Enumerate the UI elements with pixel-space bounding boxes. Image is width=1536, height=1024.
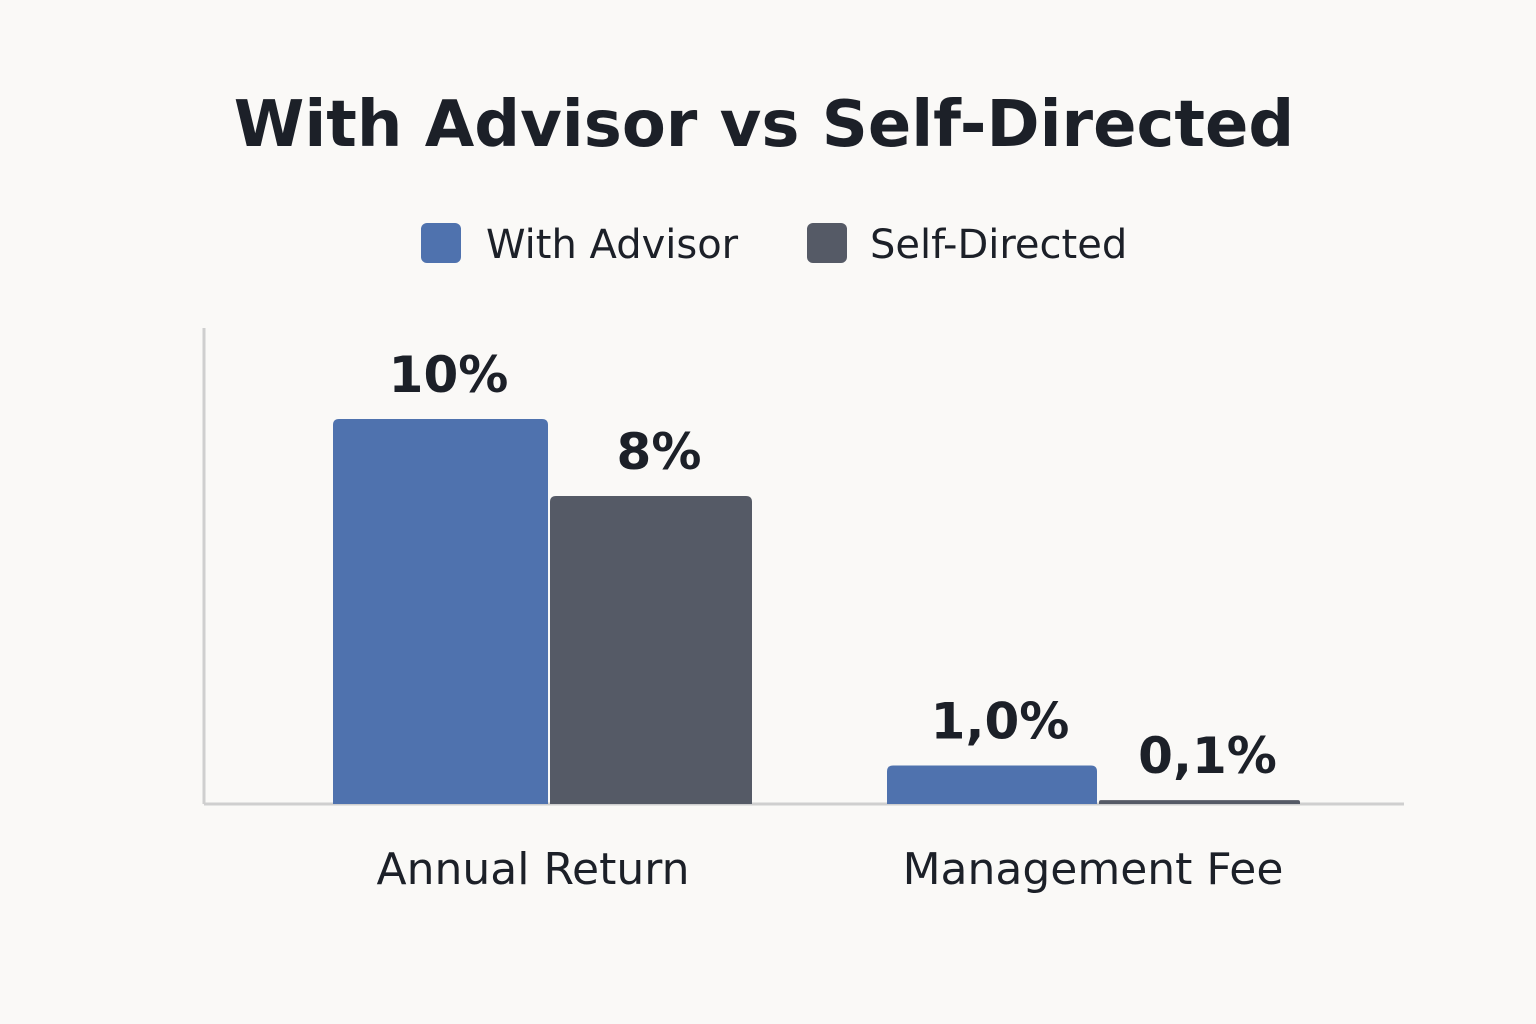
- bar-management-fee-self-directed: [1099, 800, 1300, 804]
- bar-management-fee-with-advisor: [887, 765, 1097, 804]
- value-label-annual-return-with-advisor: 10%: [389, 346, 509, 404]
- value-labels-layer: 10% 8% 1,0% 0,1%: [389, 346, 1277, 785]
- legend-label-self-directed: Self-Directed: [870, 222, 1127, 268]
- category-label-annual-return: Annual Return: [377, 844, 690, 895]
- value-label-management-fee-with-advisor: 1,0%: [931, 693, 1070, 751]
- chart-title: With Advisor vs Self-Directed: [234, 88, 1294, 162]
- legend: With Advisor Self-Directed: [421, 222, 1127, 268]
- legend-item-self-directed: Self-Directed: [807, 222, 1127, 268]
- bar-annual-return-self-directed: [550, 496, 752, 804]
- category-label-management-fee: Management Fee: [903, 844, 1284, 895]
- legend-swatch-with-advisor: [421, 223, 461, 263]
- value-label-annual-return-self-directed: 8%: [617, 423, 702, 481]
- legend-swatch-self-directed: [807, 223, 847, 263]
- bars-layer: [333, 419, 1300, 804]
- value-label-management-fee-self-directed: 0,1%: [1138, 727, 1277, 785]
- legend-item-with-advisor: With Advisor: [421, 222, 739, 268]
- bar-annual-return-with-advisor: [333, 419, 548, 804]
- legend-label-with-advisor: With Advisor: [486, 222, 739, 268]
